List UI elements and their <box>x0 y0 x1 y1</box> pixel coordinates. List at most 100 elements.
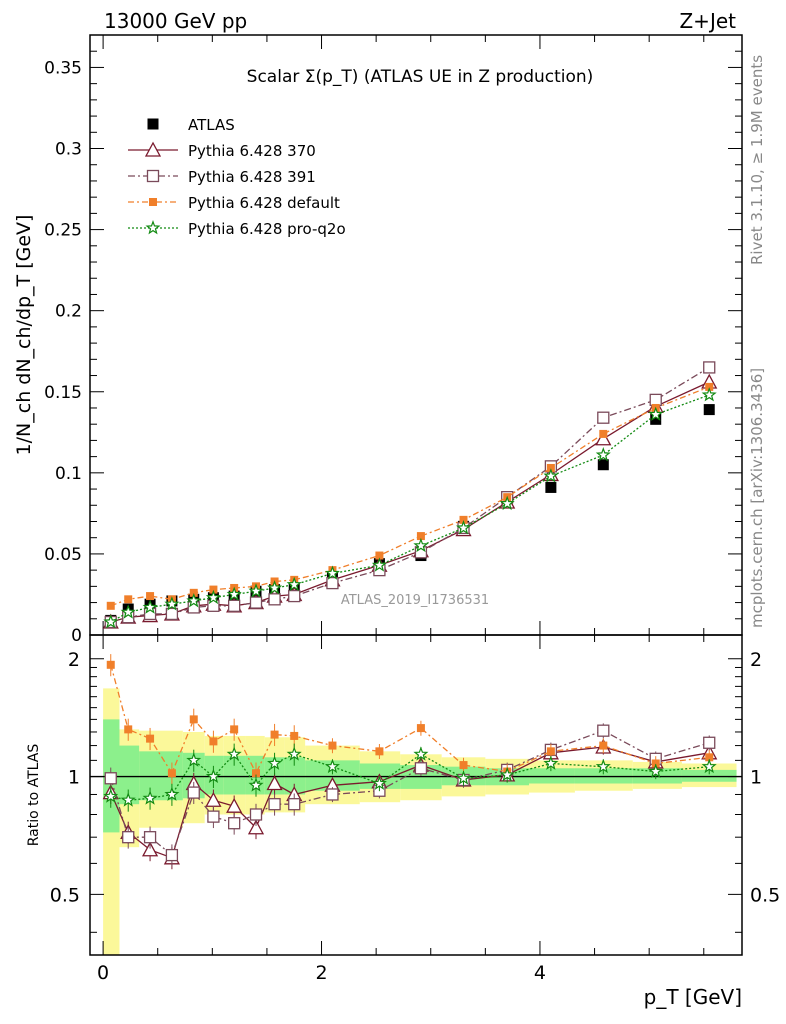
ratio-point <box>371 775 387 790</box>
data-point <box>371 557 387 572</box>
stat-band <box>529 768 575 784</box>
data-point <box>648 406 664 421</box>
data-point <box>268 593 281 606</box>
data-point <box>286 576 302 592</box>
data-point <box>413 537 429 553</box>
legend-marker <box>146 169 160 183</box>
data-point <box>189 588 198 597</box>
data-point <box>124 595 133 604</box>
data-point <box>543 468 559 483</box>
x-tick-label: 0 <box>97 962 109 984</box>
legend-marker <box>145 220 161 235</box>
data-point <box>209 585 218 594</box>
data-point <box>459 515 468 524</box>
ratio-point <box>328 741 337 750</box>
data-point <box>186 593 202 608</box>
legend: ATLAS Pythia 6.428 370 Pythia 6.428 391 Pyt… <box>128 116 346 238</box>
y-tick-label: 0.35 <box>44 58 82 78</box>
ratio-point <box>705 753 714 762</box>
ratio-point <box>247 819 265 835</box>
ratio-point <box>268 798 281 811</box>
ratio-point <box>122 831 135 844</box>
data-point <box>597 411 610 424</box>
main-title: Scalar Σ(p_T) (ATLAS UE in Z production) <box>247 67 594 87</box>
ratio-point <box>703 736 716 749</box>
data-point <box>455 520 472 535</box>
y-tick-label: 0.2 <box>55 302 82 322</box>
header-process: Z+Jet <box>679 9 736 33</box>
header-energy: 13000 GeV pp <box>104 9 247 33</box>
ratio-point <box>187 786 200 799</box>
ratio-point <box>141 841 159 857</box>
data-point <box>248 583 264 598</box>
ratio-point <box>205 768 221 783</box>
data-point <box>545 481 557 493</box>
data-point <box>595 430 612 446</box>
ratio-point <box>165 848 179 862</box>
ratio-point <box>143 831 157 844</box>
ratio-point <box>701 758 717 774</box>
x-tick-label: 4 <box>534 962 546 984</box>
ratio-point <box>226 797 243 813</box>
ratio-point <box>226 746 242 761</box>
data-point <box>228 599 241 612</box>
legend-label: ATLAS <box>188 116 235 134</box>
ratio-panel-frame <box>89 634 743 956</box>
y-axis-label: 1/N_ch dN_ch/dp_T [GeV] <box>13 215 35 456</box>
data-point <box>650 413 662 425</box>
legend-label: Pythia 6.428 pro-q2o <box>188 220 346 238</box>
data-point <box>595 447 611 462</box>
y-tick-label: 0 <box>71 626 82 646</box>
ratio-point <box>104 772 117 785</box>
ratio-point <box>230 725 239 734</box>
series-line <box>110 386 710 607</box>
data-point <box>599 429 608 438</box>
x-tick-label: 2 <box>315 962 327 984</box>
stat-band <box>574 768 633 784</box>
ratio-point <box>209 737 218 746</box>
ratio-point <box>252 769 261 778</box>
stat-band <box>139 751 161 801</box>
ratio-point <box>267 755 283 770</box>
data-point <box>249 596 263 609</box>
data-point <box>120 604 136 619</box>
y-tick-label: 0.3 <box>55 140 82 160</box>
ratio-point <box>290 731 299 740</box>
data-point <box>649 393 662 407</box>
ratio-point <box>326 788 339 801</box>
mcplots-credit-text: mcplots.cern.ch [arXiv:1306.3436] <box>748 368 766 628</box>
ratio-point <box>186 752 202 767</box>
y-tick-label: 0.15 <box>44 383 82 403</box>
data-point <box>267 580 283 595</box>
y-tick-label: 0.05 <box>44 545 82 565</box>
data-point <box>165 607 179 621</box>
data-point <box>375 551 384 560</box>
ratio-y-tick-label-right: 1 <box>750 767 762 789</box>
ratio-point <box>375 747 384 756</box>
ratio-point <box>266 775 283 791</box>
ratio-point <box>648 763 664 779</box>
ratio-point <box>413 746 429 761</box>
data-point <box>326 576 339 590</box>
ratio-point <box>164 786 180 801</box>
data-point <box>546 463 555 472</box>
ratio-point <box>288 798 301 811</box>
ratio-series-pythia-6-428-pro-q2o <box>103 743 717 812</box>
ratio-point <box>416 724 425 733</box>
series-pythia-6-428-default <box>106 382 714 610</box>
ratio-point <box>106 660 115 669</box>
y-tick-label: 0.25 <box>44 221 82 241</box>
legend-label: Pythia 6.428 370 <box>188 142 316 160</box>
ratio-point <box>270 730 279 739</box>
stat-band <box>284 757 306 795</box>
data-point <box>597 459 609 471</box>
ratio-point <box>189 715 198 724</box>
stat-band <box>119 745 140 805</box>
ratio-point <box>651 759 660 768</box>
ratio-point <box>167 769 176 778</box>
ratio-panel: 0.5 0.5 1 1 2 2 0 2 4 Ratio to ATLAS p_T [GeV] <box>26 634 780 1009</box>
ratio-point <box>599 741 608 750</box>
ratio-point <box>249 808 263 821</box>
data-point <box>106 601 115 610</box>
